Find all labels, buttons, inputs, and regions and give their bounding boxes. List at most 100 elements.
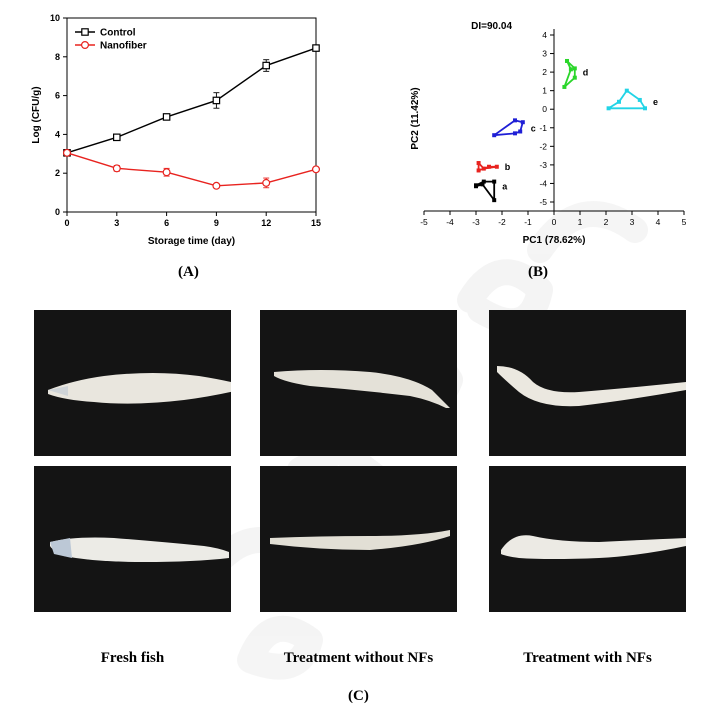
group-label-d: d (583, 68, 589, 78)
fish-image (48, 373, 231, 404)
data-point (162, 168, 171, 177)
chart-b: -5 -4 -3 -2 -1 0 1 2 3 4 5 -5 -4 -3 -2 -1 0 1 2 3 4 PC1 (78.6… (410, 21, 687, 246)
photo-fresh-fish-1 (34, 310, 231, 456)
group-point (513, 118, 517, 123)
group-point (606, 106, 611, 111)
group-point (513, 131, 517, 136)
fish-image (274, 370, 450, 408)
group-point (520, 120, 525, 125)
x-tick-label: 0 (552, 217, 557, 227)
x-tick-label: -2 (498, 217, 506, 227)
x-tick-label: -1 (524, 217, 532, 227)
x-axis-label: Storage time (day) (148, 236, 235, 247)
data-point (112, 164, 121, 173)
group-point (572, 75, 577, 80)
data-point (212, 181, 221, 190)
y-tick-label: -3 (539, 160, 547, 170)
group-point (492, 198, 497, 203)
x-tick-label: 15 (311, 218, 321, 228)
y-tick-label: -2 (539, 141, 547, 151)
series-line-control (66, 47, 317, 154)
y-tick-label: 4 (542, 30, 547, 40)
x-tick-label: 3 (114, 218, 119, 228)
group-point (476, 161, 481, 166)
group-point (480, 182, 485, 187)
group-outline-d (563, 60, 576, 88)
legend-marker (81, 28, 89, 36)
panel-a-label: (A) (178, 264, 199, 280)
y-tick-label: 2 (55, 168, 60, 178)
group-outline-a (475, 180, 496, 202)
panel-c-label: (C) (348, 688, 369, 704)
x-axis-label: PC1 (78.62%) (523, 235, 586, 246)
group-point (572, 66, 577, 71)
y-tick-label: 2 (542, 67, 547, 77)
photo-with-nfs-2 (489, 466, 686, 612)
group-point (565, 58, 569, 63)
photo-without-nfs-1 (260, 310, 457, 456)
group-point (562, 84, 567, 89)
caption-without-nfs: Treatment without NFs (283, 650, 434, 666)
x-tick-label: -5 (420, 217, 428, 227)
fish-image (501, 535, 686, 559)
group-point (643, 106, 647, 111)
data-point (112, 133, 121, 142)
legend-marker (80, 40, 89, 49)
x-tick-label: 0 (64, 218, 69, 228)
photo-without-nfs-2 (260, 466, 457, 612)
fish-image (270, 530, 450, 550)
legend-label: Control (100, 28, 136, 39)
y-axis-label: Log (CFU/g) (31, 86, 42, 143)
group-point (481, 166, 486, 171)
x-tick-label: 6 (164, 218, 169, 228)
panel-b-label: (B) (528, 264, 548, 280)
x-tick-label: -4 (446, 217, 454, 227)
y-tick-label: -1 (539, 123, 547, 133)
data-point (162, 113, 171, 121)
caption-with-nfs: Treatment with NFs (523, 650, 652, 666)
photo-fresh-fish-2 (34, 466, 231, 612)
group-label-a: a (502, 182, 508, 192)
y-tick-label: 1 (542, 86, 547, 96)
fish-image (497, 366, 686, 407)
group-point (624, 88, 629, 93)
group-point (487, 164, 491, 169)
x-tick-label: -3 (472, 217, 480, 227)
y-tick-label: -5 (539, 197, 547, 207)
group-point (481, 179, 486, 184)
y-tick-label: 0 (55, 207, 60, 217)
group-point (476, 168, 481, 173)
data-point (312, 165, 321, 174)
legend-label: Nanofiber (100, 41, 147, 52)
group-label-b: b (505, 162, 511, 172)
data-point (62, 148, 71, 157)
x-tick-label: 5 (682, 217, 687, 227)
x-tick-label: 3 (630, 217, 635, 227)
caption-fresh-fish: Fresh fish (100, 650, 165, 666)
di-annotation: DI=90.04 (471, 21, 512, 32)
y-tick-label: 4 (55, 129, 60, 139)
group-point (637, 97, 642, 102)
y-tick-label: 3 (542, 49, 547, 59)
y-axis-label: PC2 (11.42%) (410, 87, 421, 149)
x-tick-label: 4 (656, 217, 661, 227)
photo-with-nfs-1 (489, 310, 686, 456)
group-point (568, 67, 573, 72)
group-label-c: c (531, 124, 536, 134)
y-tick-label: 8 (55, 52, 60, 62)
group-point (617, 99, 621, 104)
group-point (494, 164, 499, 169)
group-point (474, 184, 478, 189)
x-tick-label: 1 (578, 217, 583, 227)
group-label-e: e (653, 97, 658, 107)
group-point (518, 129, 523, 134)
data-point (262, 178, 271, 187)
y-tick-label: 10 (50, 13, 60, 23)
data-point (212, 96, 221, 105)
y-tick-label: 6 (55, 91, 60, 101)
y-tick-label: -4 (539, 178, 547, 188)
x-tick-label: 12 (261, 218, 271, 228)
group-point (492, 133, 497, 138)
plot-frame (66, 17, 317, 213)
group-outline-c (493, 119, 524, 137)
